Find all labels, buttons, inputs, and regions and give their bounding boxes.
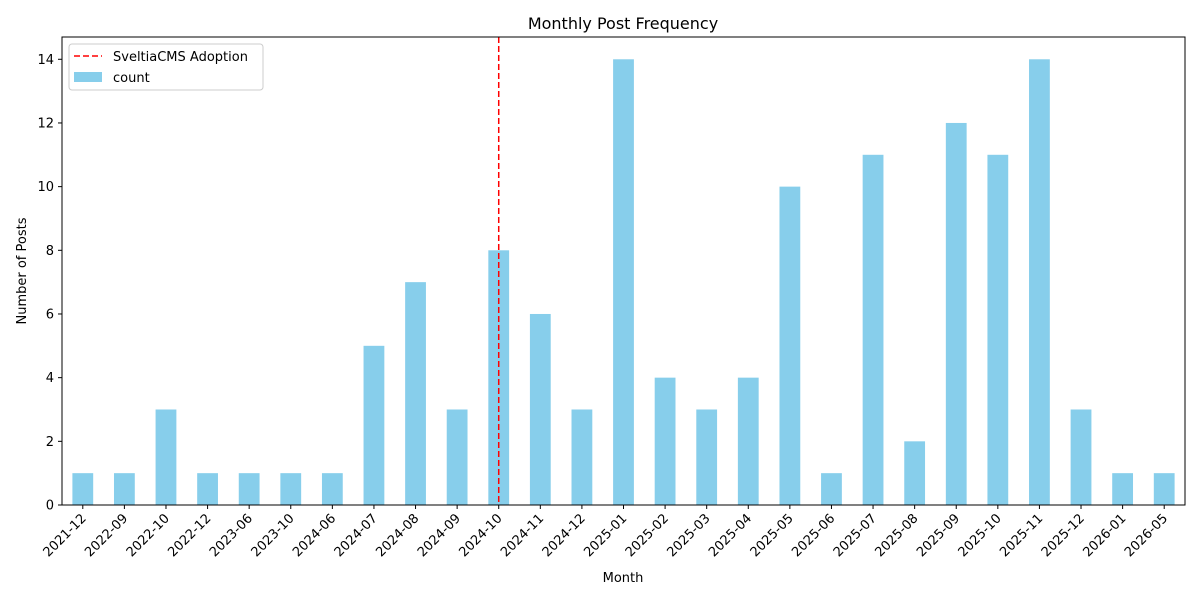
bar-2025-06 (821, 473, 842, 505)
legend-adoption-label: SveltiaCMS Adoption (113, 50, 248, 65)
x-tick-label: 2025-06 (789, 511, 838, 560)
x-tick-label: 2024-11 (498, 511, 547, 560)
x-tick-label: 2025-12 (1039, 511, 1088, 560)
bar-2026-05 (1153, 473, 1175, 505)
chart-title: Monthly Post Frequency (528, 14, 718, 33)
bar-2024-08 (405, 282, 426, 505)
bar-2025-03 (696, 409, 718, 505)
y-tick-label: 12 (37, 116, 54, 131)
y-tick-label: 4 (46, 371, 54, 386)
x-tick-label: 2022-09 (82, 511, 131, 560)
x-tick-label: 2025-02 (623, 511, 672, 560)
bars-group (72, 59, 1175, 506)
bar-2024-11 (529, 313, 551, 505)
y-axis-label: Number of Posts (15, 217, 30, 324)
plot-frame (61, 36, 1186, 506)
x-ticks: 2021-122022-092022-102022-122023-062023-… (41, 505, 1171, 560)
y-tick-label: 2 (46, 435, 54, 450)
y-tick-label: 10 (37, 180, 54, 195)
x-tick-label: 2025-04 (706, 511, 755, 560)
bar-2022-10 (155, 409, 177, 505)
bar-2025-01 (613, 59, 634, 506)
x-tick-label: 2025-05 (748, 511, 797, 560)
x-tick-label: 2025-11 (997, 511, 1046, 560)
x-tick-label: 2025-10 (956, 511, 1005, 560)
bar-2025-12 (1070, 409, 1092, 505)
legend-count-swatch (74, 72, 102, 82)
bar-2024-07 (363, 345, 385, 505)
bar-2021-12 (72, 473, 94, 505)
x-tick-label: 2022-10 (124, 511, 173, 560)
y-tick-label: 0 (46, 499, 54, 514)
x-tick-label: 2025-01 (581, 511, 630, 560)
bar-2026-01 (1112, 473, 1134, 505)
x-tick-label: 2024-12 (540, 511, 589, 560)
bar-2024-09 (446, 409, 468, 505)
legend: SveltiaCMS Adoption count (68, 43, 264, 91)
x-tick-label: 2023-10 (249, 511, 298, 560)
x-axis-label: Month (603, 571, 644, 586)
x-tick-label: 2025-08 (872, 511, 921, 560)
x-tick-label: 2024-06 (290, 511, 339, 560)
bar-2024-06 (321, 473, 343, 505)
x-tick-label: 2026-05 (1122, 511, 1171, 560)
x-tick-label: 2021-12 (41, 511, 90, 560)
bar-2025-08 (904, 441, 926, 505)
bar-2025-04 (737, 377, 759, 505)
bar-2025-09 (945, 122, 967, 506)
x-tick-label: 2024-08 (373, 511, 422, 560)
bar-2025-11 (1029, 59, 1050, 506)
legend-box (68, 43, 264, 91)
legend-count-label: count (113, 71, 150, 86)
x-tick-label: 2024-07 (332, 511, 381, 560)
bar-2023-06 (238, 473, 260, 505)
bar-2022-12 (197, 473, 218, 505)
bar-2024-10 (488, 250, 510, 505)
y-tick-label: 6 (46, 307, 54, 322)
bar-2025-10 (987, 154, 1009, 506)
x-tick-label: 2026-01 (1080, 511, 1129, 560)
y-tick-label: 8 (46, 244, 54, 259)
x-tick-label: 2024-10 (457, 511, 506, 560)
x-tick-label: 2025-09 (914, 511, 963, 560)
x-tick-label: 2025-07 (831, 511, 880, 560)
bar-2024-12 (571, 409, 593, 505)
y-ticks: 0 2 4 6 8 10 12 14 (37, 53, 62, 514)
x-tick-label: 2022-12 (165, 511, 214, 560)
bar-2025-02 (654, 377, 676, 505)
y-tick-label: 14 (37, 53, 54, 68)
bar-2023-10 (280, 473, 302, 505)
bar-2025-07 (862, 154, 884, 506)
x-tick-label: 2023-06 (207, 511, 256, 560)
bar-2022-09 (113, 473, 135, 505)
x-tick-label: 2025-03 (664, 511, 713, 560)
x-tick-label: 2024-09 (415, 511, 464, 560)
bar-2025-05 (779, 186, 801, 505)
